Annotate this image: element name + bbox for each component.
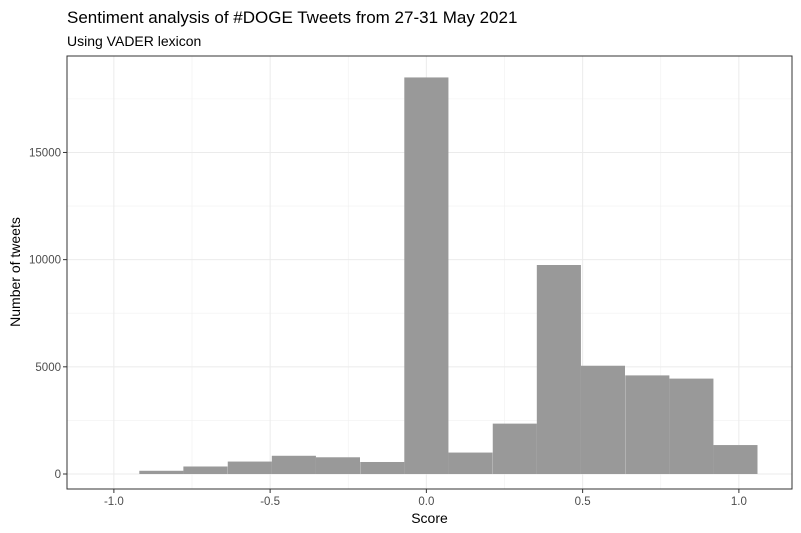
histogram-bar [183,466,228,474]
histogram-bar [492,423,537,474]
y-axis: 0 5000 10000 15000 [29,147,67,481]
histogram-bar [713,445,758,474]
histogram-bar [139,470,184,474]
histogram-bars [139,77,758,474]
histogram-bar [271,455,316,474]
histogram-bar [448,452,493,474]
x-tick-label: 1.0 [731,496,747,508]
histogram-bar [404,77,449,474]
histogram-bar [625,375,670,474]
histogram-bar [580,365,625,474]
plot-border [66,55,793,490]
chart-subtitle: Using VADER lexicon [67,33,201,49]
y-tick-label: 10000 [29,255,61,267]
y-tick-label: 5000 [35,362,61,374]
y-tick-label: 0 [55,469,61,481]
x-tick-label: -0.5 [260,496,280,508]
histogram-bar [227,461,272,474]
x-tick-label: 0.5 [575,496,591,508]
histogram-bar [315,457,360,474]
y-axis-title: Number of tweets [7,217,23,327]
x-tick-label: 0.0 [418,496,434,508]
x-tick-label: -1.0 [104,496,124,508]
x-axis: -1.0 -0.5 0.0 0.5 1.0 [104,489,747,508]
histogram-bar [360,461,405,474]
histogram-bar [536,264,581,474]
y-tick-label: 15000 [29,147,61,159]
histogram-bar [669,378,714,474]
x-axis-title: Score [411,510,448,526]
chart-title: Sentiment analysis of #DOGE Tweets from … [67,8,517,27]
